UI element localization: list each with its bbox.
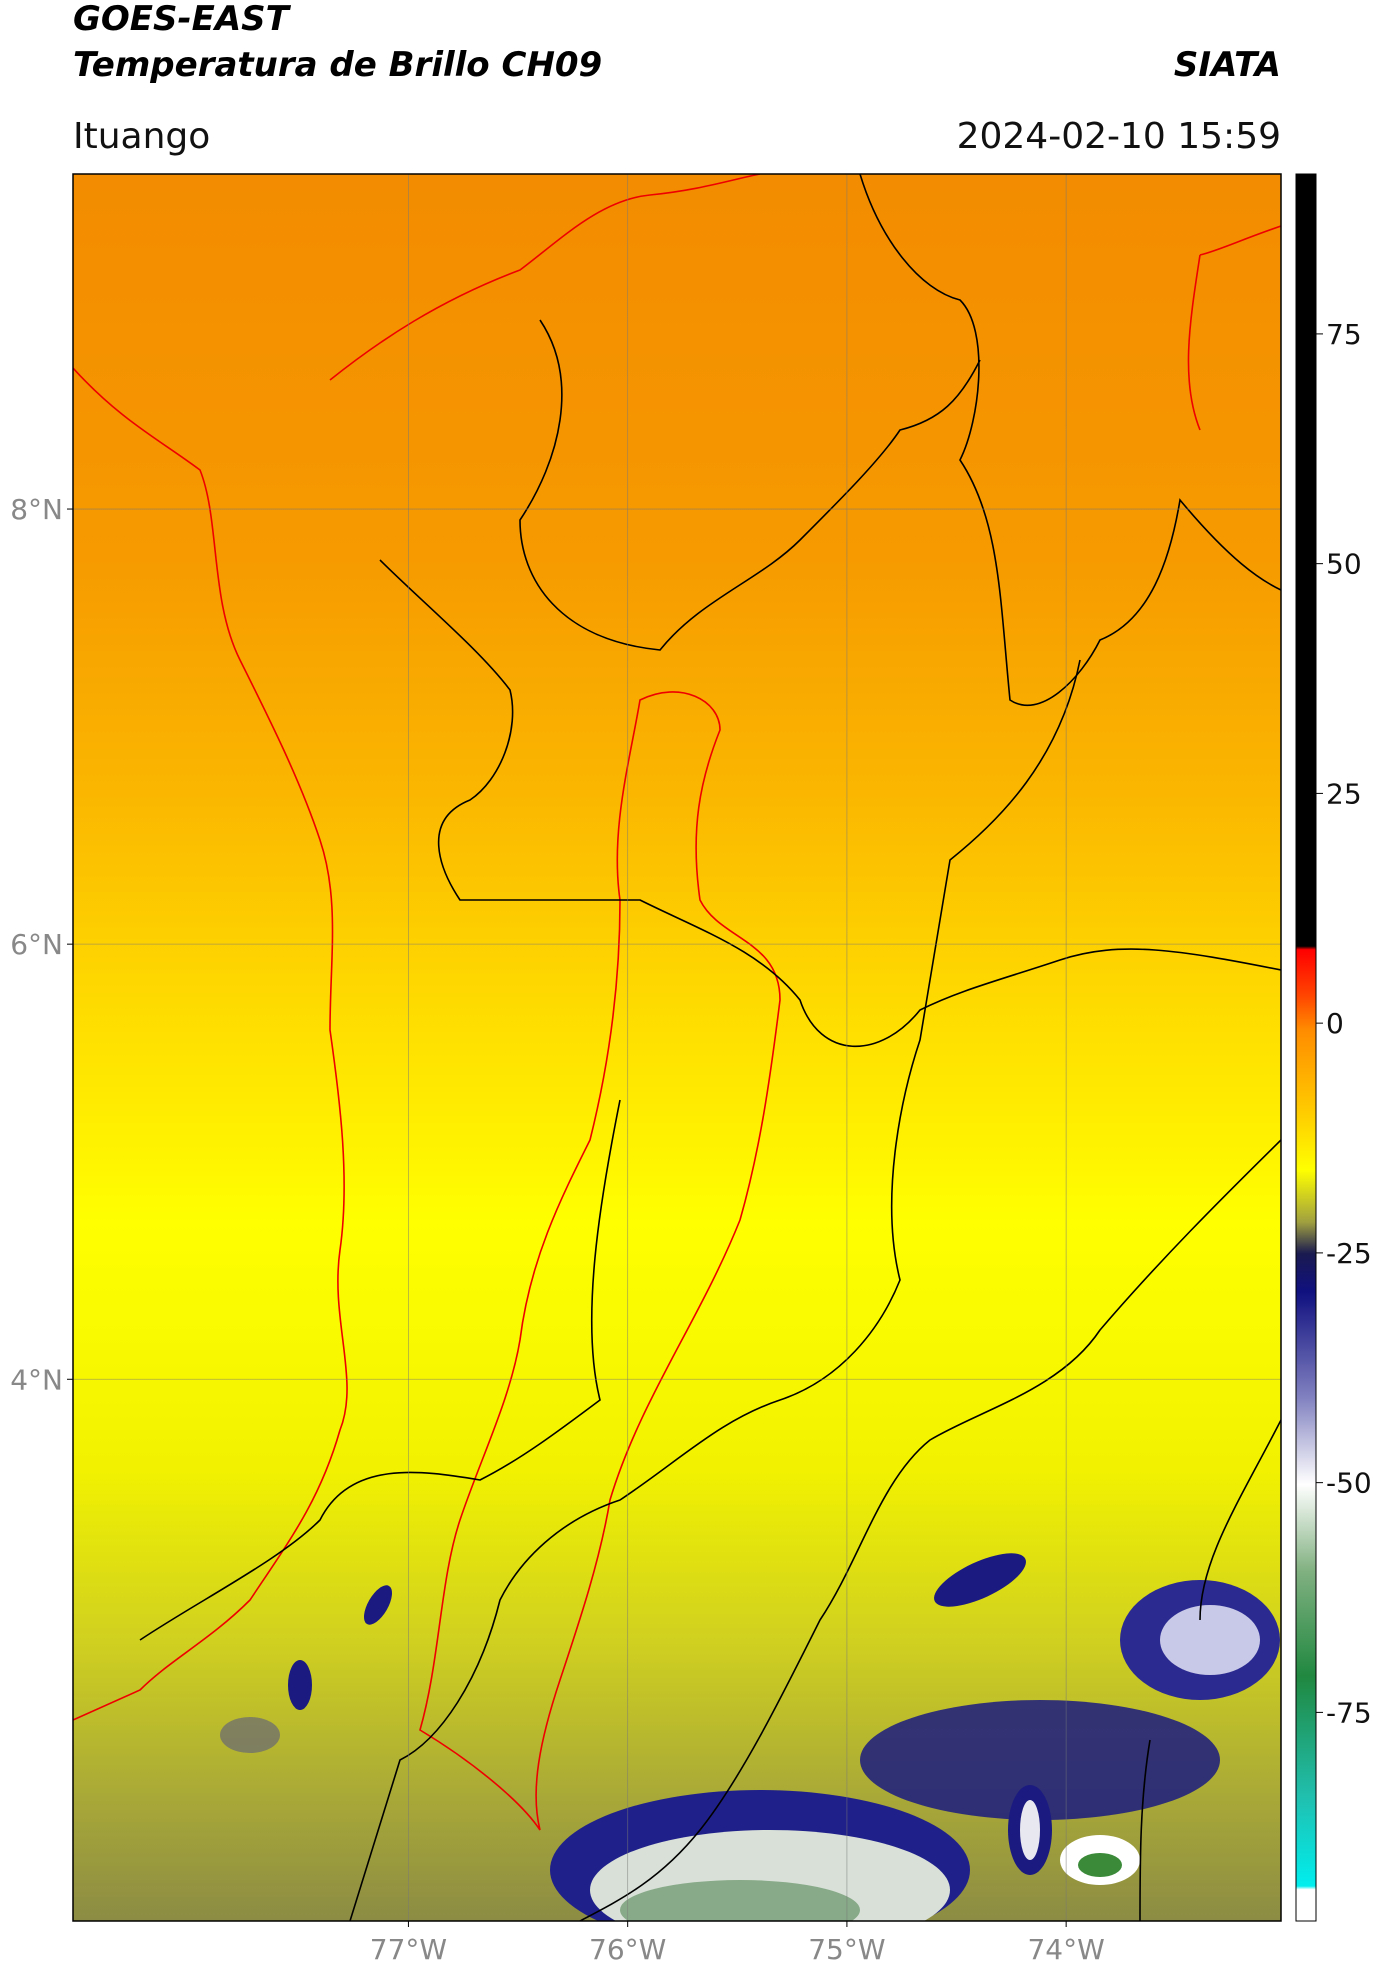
colorbar-label: -50 [1326, 1467, 1372, 1500]
map-image [73, 174, 1281, 1921]
x-tick-label: 76°W [589, 1933, 666, 1966]
y-tick-label: 6°N [10, 928, 63, 961]
brand: SIATA [1174, 45, 1281, 85]
title: GOES-EAST [73, 0, 292, 39]
y-tick-label: 4°N [10, 1363, 63, 1396]
colorbar-label: -25 [1326, 1237, 1372, 1270]
x-tick-label: 75°W [808, 1933, 885, 1966]
grid [73, 174, 1281, 1921]
colorbar-label: 0 [1326, 1007, 1344, 1040]
datetime: 2024-02-10 15:59 [957, 116, 1281, 157]
colorbar-label: -75 [1326, 1696, 1372, 1729]
y-tick-label: 8°N [10, 493, 63, 526]
location: Ituango [73, 116, 210, 157]
colorbar-label: 75 [1326, 318, 1362, 351]
map-frame [72, 173, 1282, 1922]
x-tick-label: 74°W [1027, 1933, 1104, 1966]
colorbar-label: 25 [1326, 777, 1362, 810]
x-tick-label: 77°W [370, 1933, 447, 1966]
subtitle: Temperatura de Brillo CH09 [73, 45, 602, 85]
colorbar-label: 50 [1326, 548, 1362, 581]
colorbar [1295, 173, 1317, 1922]
